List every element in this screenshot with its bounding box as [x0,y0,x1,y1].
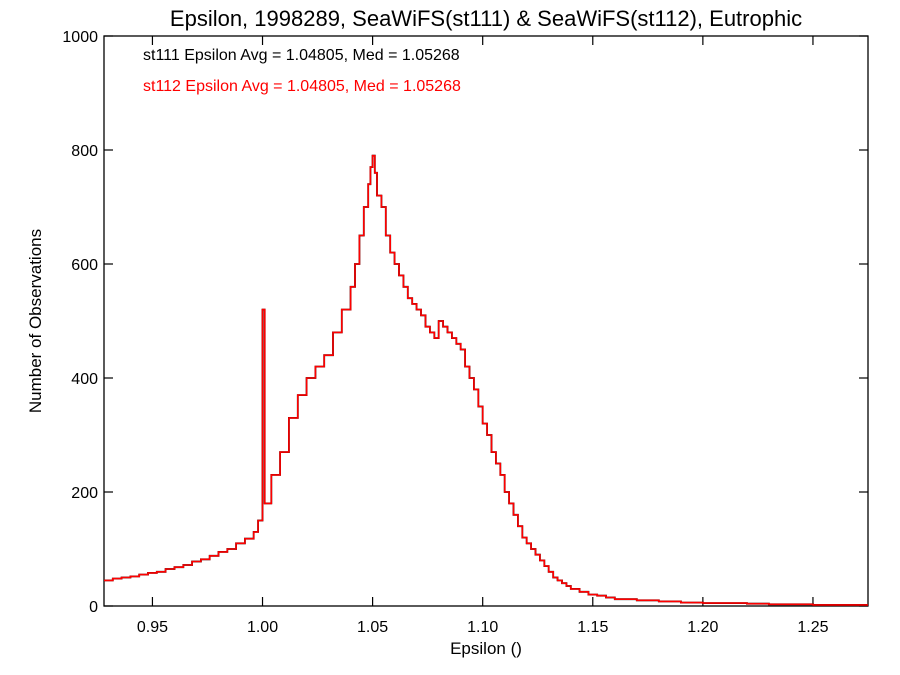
x-tick-label: 1.20 [687,619,718,636]
x-tick-label: 1.25 [797,619,828,636]
y-tick-label: 800 [71,143,98,160]
y-tick-label: 1000 [62,29,98,46]
x-tick-label: 0.95 [137,619,168,636]
y-tick-label: 400 [71,371,98,388]
y-axis: 0 200 400 600 800 1000 [62,29,868,616]
x-axis-label: Epsilon () [450,639,522,658]
plot-area: 0.95 1.00 1.05 1.10 1.15 1.20 1.25 0 200 400 600 8… [62,29,869,636]
series-line-st112 [104,154,868,606]
plot-frame [103,35,869,607]
y-axis-label: Number of Observations [26,229,45,413]
y-tick-label: 600 [71,257,98,274]
series-line-st111 [104,154,868,606]
annotation-st111: st111 Epsilon Avg = 1.04805, Med = 1.052… [143,47,460,64]
x-tick-label: 1.00 [247,619,278,636]
x-tick-label: 1.10 [467,619,498,636]
x-tick-label: 1.15 [577,619,608,636]
x-tick-label: 1.05 [357,619,388,636]
y-tick-label: 0 [89,599,98,616]
series-layer [104,154,868,606]
y-tick-label: 200 [71,485,98,502]
x-axis: 0.95 1.00 1.05 1.10 1.15 1.20 1.25 [137,36,829,636]
annotation-st112: st112 Epsilon Avg = 1.04805, Med = 1.052… [143,78,461,95]
chart-title: Epsilon, 1998289, SeaWiFS(st111) & SeaWi… [170,6,802,31]
